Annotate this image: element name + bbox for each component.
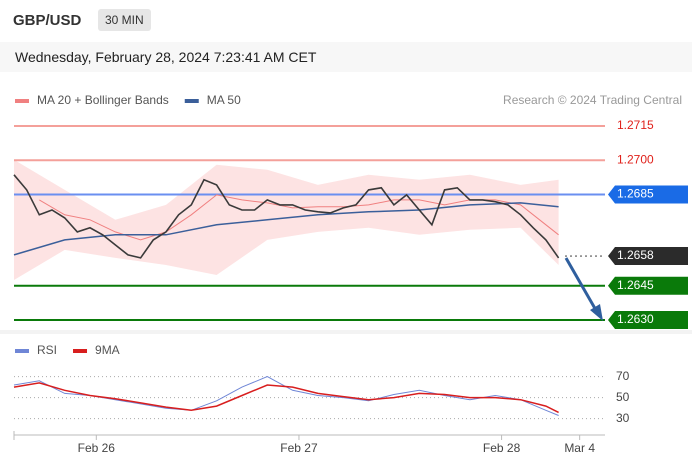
legend-swatch <box>184 99 199 103</box>
level-label-box <box>608 247 688 266</box>
date-bar: Wednesday, February 28, 2024 7:23:41 AM … <box>0 42 692 72</box>
ma-line <box>13 382 559 414</box>
legend-swatch <box>15 99 29 103</box>
legend-label: RSI <box>37 343 57 357</box>
symbol: GBP/USD <box>13 12 82 29</box>
interval-button[interactable]: 30 MIN <box>98 9 151 31</box>
level-label: 1.2700 <box>617 152 654 166</box>
x-tick-label: Feb 26 <box>78 441 116 455</box>
level-label-box <box>608 185 688 204</box>
legend-label: MA 50 <box>207 93 241 107</box>
legend-swatch <box>15 349 29 353</box>
credit: Research © 2024 Trading Central <box>503 93 682 107</box>
x-tick-label: Feb 28 <box>483 441 521 455</box>
x-tick-label: Feb 27 <box>280 441 318 455</box>
y-tick-label: 50 <box>616 390 630 404</box>
legend-label: 9MA <box>95 343 120 357</box>
level-label: 1.2645 <box>617 278 654 292</box>
ma-line <box>13 202 559 256</box>
level-label-box <box>608 310 688 329</box>
legend-swatch <box>73 349 88 353</box>
projection-arrow <box>564 257 599 313</box>
level-label-box <box>608 276 688 295</box>
level-label: 1.2658 <box>617 248 654 262</box>
projection-arrowhead <box>590 304 603 321</box>
price-line <box>13 174 560 259</box>
bollinger-band <box>14 159 559 280</box>
level-label: 1.2685 <box>617 187 654 201</box>
panel-divider <box>0 330 692 334</box>
level-label: 1.2715 <box>617 118 654 132</box>
legend-label: MA 20 + Bollinger Bands <box>37 93 169 107</box>
x-tick-label: Mar 4 <box>564 441 595 455</box>
level-label: 1.2630 <box>617 312 654 326</box>
y-tick-label: 30 <box>616 411 630 425</box>
header: GBP/USD 30 MIN <box>0 0 692 40</box>
y-tick-label: 70 <box>616 369 630 383</box>
datetime: Wednesday, February 28, 2024 7:23:41 AM … <box>15 49 317 65</box>
